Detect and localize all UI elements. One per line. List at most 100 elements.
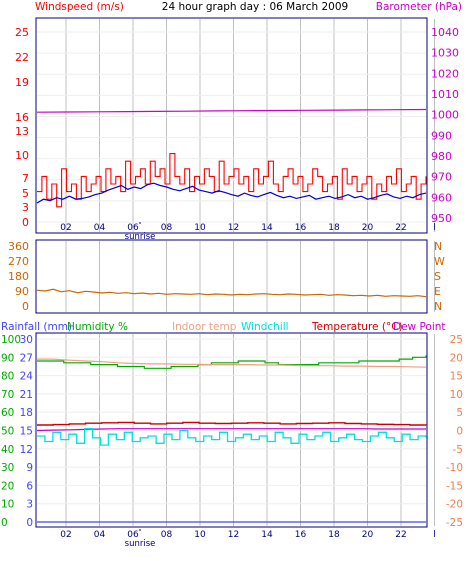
temperature-humidity-panel: Rainfall (mm)Humidity % Indoor temp Windch…	[1, 321, 463, 549]
temperature-tick: -20	[446, 499, 463, 511]
p1-xtick: 10	[194, 223, 206, 233]
wind-average-line	[36, 182, 427, 204]
p3-xtick: 10	[194, 530, 206, 540]
humidity-tick: 80	[1, 371, 14, 383]
indoor-temp-label: Indoor temp	[172, 321, 237, 333]
p3-xtick: 12	[228, 530, 239, 540]
direction-degree-tick: 0	[22, 300, 29, 313]
direction-degree-tick: 180	[8, 270, 29, 283]
temperature-tick: -25	[446, 517, 463, 529]
rainfall-tick: 21	[20, 389, 33, 401]
windspeed-tick: 10	[15, 149, 29, 162]
barometer-axis-label: Barometer (hPa)	[376, 1, 462, 13]
windchill-line	[37, 428, 427, 446]
windspeed-tick: 7	[22, 172, 29, 185]
p1-xtick: l	[433, 223, 436, 233]
p3-xtick: 22	[395, 530, 406, 540]
p3-xtick: 06	[127, 530, 139, 540]
temperature-tick: 0	[456, 426, 463, 438]
windspeed-axis-label: Windspeed (m/s)	[35, 1, 124, 13]
direction-compass-tick: S	[434, 270, 441, 283]
windchill-label: Windchill	[241, 321, 289, 333]
temperature-tick: 15	[450, 371, 463, 383]
barometer-tick: 990	[431, 129, 452, 142]
rainfall-tick: 30	[20, 334, 33, 346]
temperature-tick: 5	[456, 407, 463, 419]
wind-barometer-panel: 2522191613107530104010301020101010009909…	[15, 17, 459, 242]
dew-point-label: Dew Point	[393, 321, 446, 333]
humidity-tick: 20	[1, 480, 14, 492]
humidity-tick: 100	[1, 334, 21, 346]
rainfall-tick: 24	[20, 371, 34, 383]
p1-xtick: 20	[362, 223, 374, 233]
barometer-tick: 960	[431, 191, 452, 204]
temperature-label: Temperature (°C)	[311, 321, 403, 333]
rainfall-tick: 0	[26, 517, 33, 529]
barometer-tick: 1040	[431, 26, 459, 39]
temperature-tick: 20	[450, 352, 463, 364]
direction-degree-tick: 90	[15, 285, 29, 298]
wind-direction-line	[36, 288, 427, 298]
p3-xtick: 18	[328, 530, 340, 540]
p3-xtick: 16	[295, 530, 307, 540]
p3-xtick: 14	[261, 530, 273, 540]
humidity-tick: 30	[1, 462, 14, 474]
direction-degree-tick: 270	[8, 255, 29, 268]
humidity-tick: 40	[1, 444, 14, 456]
temperature-tick: 10	[450, 389, 463, 401]
p3-xtick: 02	[60, 530, 71, 540]
windspeed-tick: 25	[15, 26, 29, 39]
p2-frame	[35, 239, 428, 314]
barometer-tick: 970	[431, 171, 452, 184]
p3-xtick: l	[433, 530, 436, 540]
p1-xtick: 04	[94, 223, 106, 233]
p1-xtick: 06	[127, 223, 139, 233]
barometer-tick: 1030	[431, 47, 459, 60]
direction-compass-tick: N	[434, 300, 442, 313]
humidity-tick: 90	[1, 352, 14, 364]
windspeed-tick: 16	[15, 111, 29, 124]
temperature-tick: -5	[453, 444, 463, 456]
temperature-tick: -10	[446, 462, 463, 474]
wind-gust-line	[37, 153, 427, 208]
humidity-line	[37, 355, 427, 369]
temperature-tick: 25	[450, 334, 463, 346]
p1-xtick: 02	[60, 223, 71, 233]
p3-xtick: 04	[94, 530, 106, 540]
p1-xtick: 16	[295, 223, 307, 233]
barometer-tick: 1000	[431, 109, 459, 122]
barometer-tick: 980	[431, 150, 452, 163]
direction-compass-tick: N	[434, 240, 442, 253]
humidity-tick: 60	[1, 407, 14, 419]
rainfall-axis-label: Rainfall (mm)	[1, 321, 72, 333]
windspeed-tick: 3	[22, 201, 29, 214]
p1-sunrise-label: sunrise	[125, 232, 156, 242]
windspeed-tick: 22	[15, 51, 29, 64]
rainfall-tick: 3	[26, 499, 33, 511]
windspeed-tick: 19	[15, 76, 29, 89]
p1-xtick: 22	[395, 223, 406, 233]
direction-degree-tick: 360	[8, 240, 29, 253]
p1-frame	[35, 17, 428, 234]
barometer-tick: 1020	[431, 67, 459, 80]
rainfall-tick: 9	[26, 462, 33, 474]
windspeed-tick: 0	[22, 216, 29, 229]
temperature-tick: -15	[446, 480, 463, 492]
direction-compass-tick: E	[434, 285, 441, 298]
p1-xtick: 18	[328, 223, 340, 233]
dew-point-line	[36, 428, 426, 432]
direction-compass-tick: W	[434, 255, 445, 268]
humidity-axis-label: Humidity %	[67, 321, 128, 333]
rainfall-tick: 15	[20, 426, 33, 438]
windspeed-tick: 5	[22, 187, 29, 200]
p3-xtick: 20	[362, 530, 374, 540]
windspeed-tick: 13	[15, 125, 29, 138]
humidity-tick: 0	[1, 517, 8, 529]
temperature-line	[37, 421, 427, 426]
barometer-line	[36, 108, 427, 113]
indoor-temp-line	[37, 358, 427, 368]
rainfall-tick: 18	[20, 407, 33, 419]
